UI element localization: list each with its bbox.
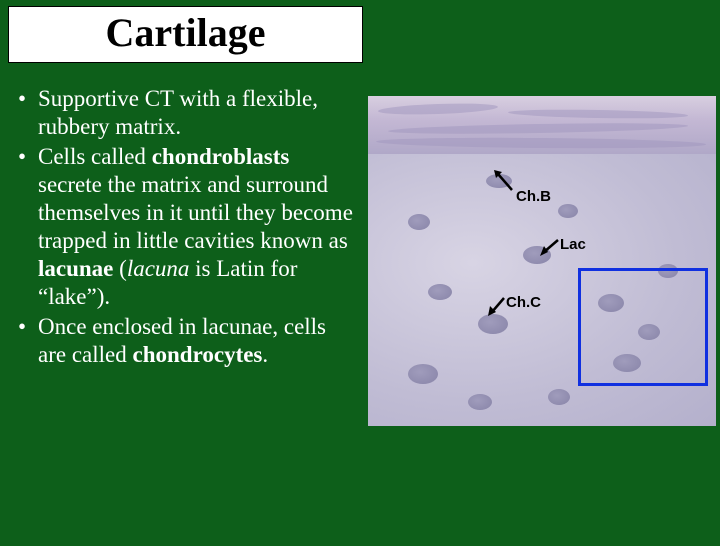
perichondrium-layer	[368, 96, 716, 154]
bullet-1: Supportive CT with a flexible, rubbery m…	[18, 85, 358, 141]
bullet-1-text: Supportive CT with a flexible, rubbery m…	[38, 86, 318, 139]
term-chondroblasts: chondroblasts	[152, 144, 290, 169]
highlight-box	[578, 268, 708, 386]
bullet-2-text-c: (	[113, 256, 126, 281]
term-lacunae: lacunae	[38, 256, 113, 281]
label-chc: Ch.C	[506, 294, 541, 311]
arrow-chc-icon	[484, 292, 508, 318]
label-lac: Lac	[560, 236, 586, 253]
histology-figure: Ch.B Lac Ch.C	[368, 96, 716, 426]
slide-title: Cartilage	[9, 9, 362, 56]
bullet-2-text-b: secrete the matrix and surround themselv…	[38, 172, 353, 253]
label-chb: Ch.B	[516, 188, 551, 205]
italic-lacuna: lacuna	[127, 256, 190, 281]
bullet-3: Once enclosed in lacunae, cells are call…	[18, 313, 358, 369]
arrow-lac-icon	[538, 236, 562, 258]
bullet-list: Supportive CT with a flexible, rubbery m…	[18, 85, 358, 371]
bullet-3-text-b: .	[262, 342, 268, 367]
arrow-chb-icon	[490, 168, 518, 194]
term-chondrocytes: chondrocytes	[132, 342, 262, 367]
title-box: Cartilage	[8, 6, 363, 63]
bullet-2: Cells called chondroblasts secrete the m…	[18, 143, 358, 311]
bullet-2-text-a: Cells called	[38, 144, 152, 169]
